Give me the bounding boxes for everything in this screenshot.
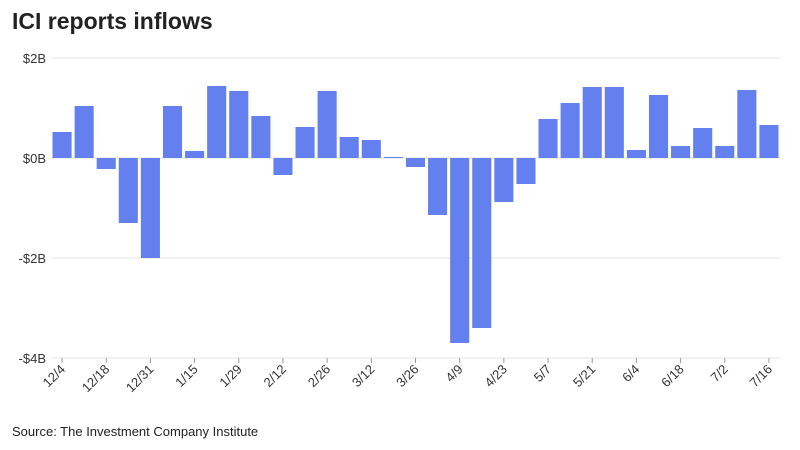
- x-tick-label: 4/23: [481, 362, 510, 391]
- bar: [472, 158, 492, 328]
- bar: [450, 158, 470, 343]
- bar: [648, 95, 669, 158]
- x-tick-label: 12/31: [123, 362, 157, 396]
- bar: [582, 87, 602, 158]
- bar: [317, 91, 337, 158]
- x-tick-label: 7/2: [708, 362, 731, 385]
- bar: [251, 116, 271, 158]
- bar: [96, 158, 116, 169]
- bar: [516, 158, 536, 184]
- x-tick-label: 3/12: [349, 362, 378, 391]
- bar: [118, 158, 138, 223]
- bar: [207, 86, 227, 158]
- bar: [737, 90, 757, 158]
- bar: [626, 150, 646, 158]
- x-tick-label: 2/12: [261, 362, 290, 391]
- x-tick-label: 3/26: [393, 362, 422, 391]
- bar: [693, 128, 713, 158]
- x-tick-label: 5/7: [531, 362, 554, 385]
- bar: [361, 140, 381, 158]
- y-tick-label: $0B: [23, 151, 46, 166]
- x-tick-label: 4/9: [442, 362, 465, 385]
- bar: [759, 125, 779, 158]
- y-tick-label: -$4B: [19, 351, 46, 366]
- bar: [229, 91, 249, 158]
- bar: [52, 132, 72, 158]
- x-tick-label: 7/16: [747, 362, 776, 391]
- x-tick-label: 6/18: [658, 362, 687, 391]
- x-tick-label: 2/26: [305, 362, 334, 391]
- bar: [538, 119, 558, 158]
- bar: [604, 87, 624, 158]
- bar: [339, 137, 359, 158]
- x-tick-label: 1/29: [216, 362, 245, 391]
- bar: [671, 146, 691, 158]
- bar: [560, 103, 580, 158]
- source-note: Source: The Investment Company Institute: [12, 424, 259, 439]
- y-tick-label: $2B: [23, 51, 46, 66]
- x-tick-label: 5/21: [570, 362, 599, 391]
- bar: [185, 151, 205, 158]
- bar: [383, 157, 403, 158]
- bar: [74, 106, 94, 158]
- bar: [494, 158, 514, 202]
- bar: [273, 158, 293, 175]
- bar: [715, 146, 735, 158]
- bar: [405, 158, 426, 167]
- chart-title: ICI reports inflows: [12, 8, 213, 34]
- bar: [162, 106, 183, 158]
- y-tick-label: -$2B: [19, 251, 46, 266]
- x-tick-label: 12/18: [79, 362, 113, 396]
- x-tick-label: 1/15: [172, 362, 201, 391]
- bar: [428, 158, 448, 215]
- bar: [140, 158, 160, 258]
- x-tick-label: 6/4: [619, 362, 642, 385]
- bar: [295, 127, 315, 158]
